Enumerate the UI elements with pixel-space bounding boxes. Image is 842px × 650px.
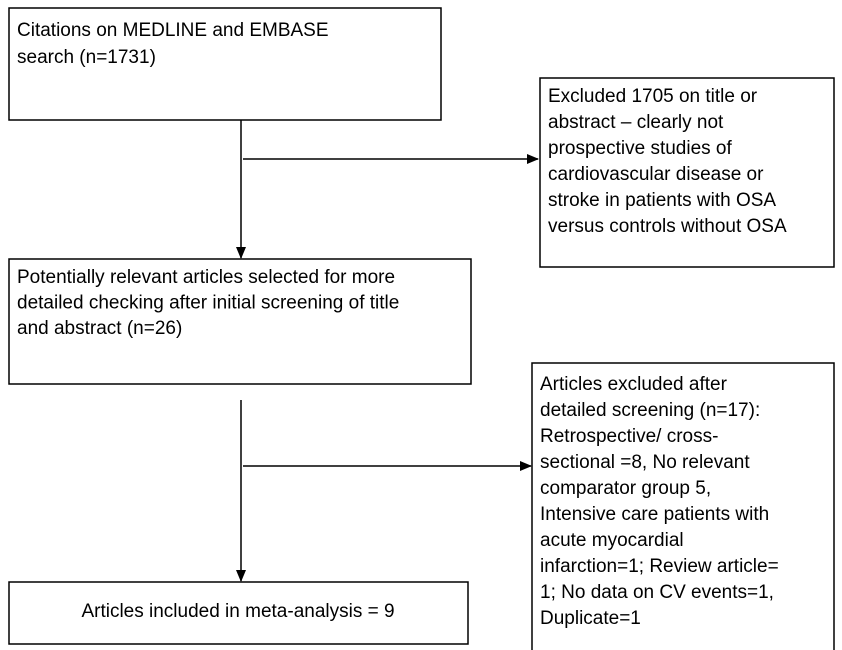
box-text: cardiovascular disease or: [548, 164, 764, 185]
box-text: infarction=1; Review article=: [540, 556, 779, 577]
box-text: acute myocardial: [540, 530, 684, 551]
box-text: Potentially relevant articles selected f…: [17, 267, 395, 288]
box-text: search (n=1731): [17, 47, 156, 68]
box-text: abstract – clearly not: [548, 112, 724, 133]
box-text: Duplicate=1: [540, 608, 641, 629]
box: [8, 581, 469, 645]
box-text: Intensive care patients with: [540, 504, 769, 525]
box-text: and abstract (n=26): [17, 318, 182, 339]
box-text: Excluded 1705 on title or: [548, 86, 758, 107]
box-text: prospective studies of: [548, 138, 732, 159]
box: [531, 362, 835, 650]
box-text: Retrospective/ cross-: [540, 426, 718, 447]
box-text: comparator group 5,: [540, 478, 711, 499]
box-text: detailed checking after initial screenin…: [17, 293, 399, 314]
box-text: Citations on MEDLINE and EMBASE: [17, 20, 329, 41]
box-text: versus controls without OSA: [548, 216, 787, 237]
box-text: detailed screening (n=17):: [540, 400, 760, 421]
box-text: Articles excluded after: [540, 374, 728, 395]
box: [8, 258, 472, 385]
box-text: Articles included in meta-analysis = 9: [81, 601, 394, 622]
box-text: stroke in patients with OSA: [548, 190, 776, 211]
box: [8, 7, 442, 121]
box-text: 1; No data on CV events=1,: [540, 582, 774, 603]
box-text: sectional =8, No relevant: [540, 452, 750, 473]
box: [539, 77, 835, 268]
